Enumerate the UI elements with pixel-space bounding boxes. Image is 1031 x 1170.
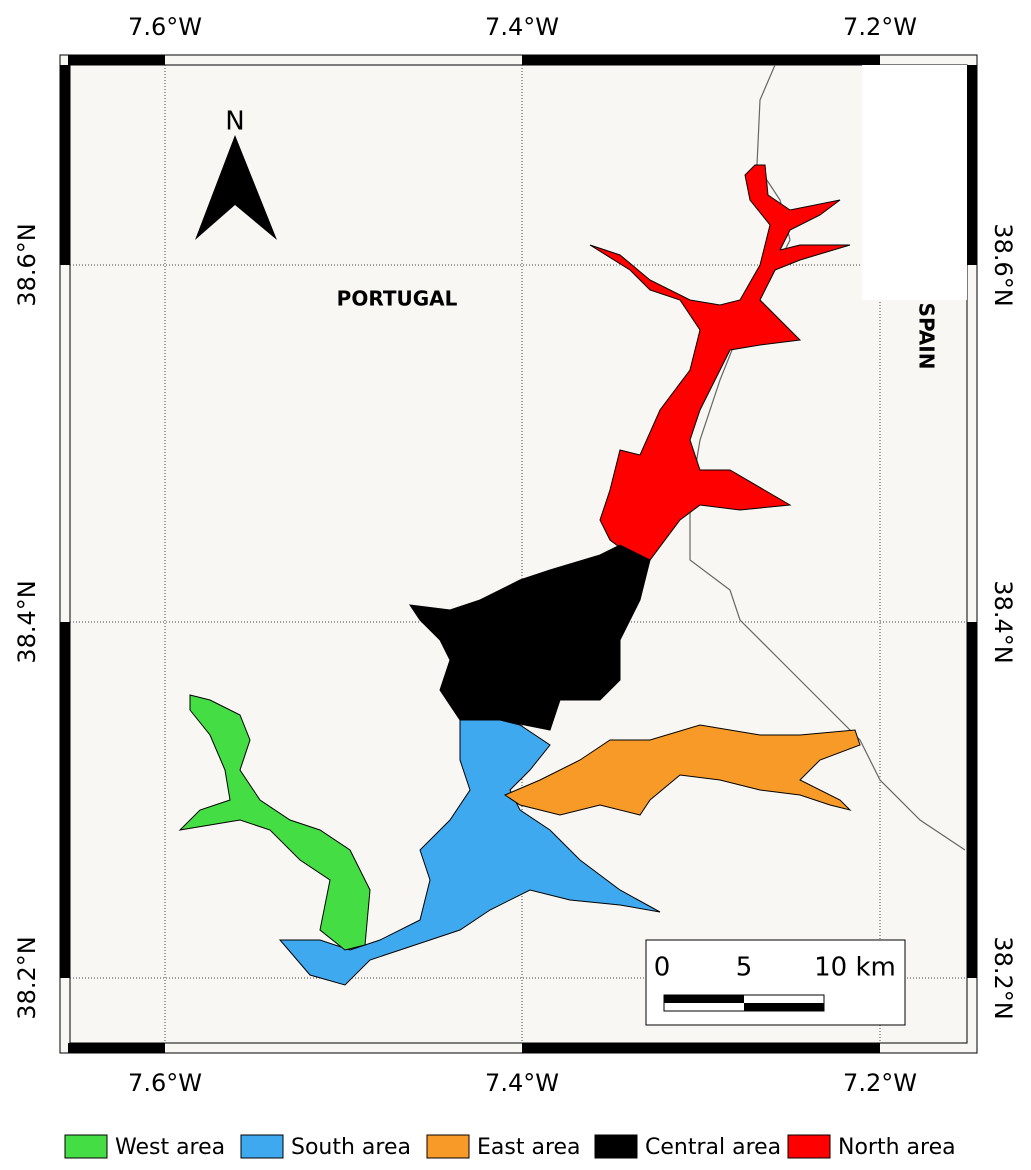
scale-label: 5 (736, 953, 753, 983)
scale-label: 10 km (814, 953, 896, 983)
scale-label: 0 (654, 953, 671, 983)
legend-swatch (426, 1134, 470, 1159)
lat-label: 38.2°N (989, 936, 1017, 1019)
lon-label: 7.6°W (128, 13, 202, 41)
north-arrow (195, 135, 277, 240)
north-label: N (225, 107, 244, 137)
lat-label: 38.4°N (989, 580, 1017, 663)
legend-label: North area (838, 1135, 956, 1160)
place-label: SPAIN (915, 303, 939, 370)
north-area (589, 164, 851, 561)
lat-label: 38.2°N (13, 936, 41, 1019)
place-label: PORTUGAL (337, 287, 458, 311)
legend-swatch (64, 1134, 108, 1159)
legend-label: South area (291, 1135, 411, 1160)
lon-label: 7.6°W (128, 1069, 202, 1097)
scale-bar: 0 5 10 km (645, 939, 906, 1026)
lat-label: 38.6°N (13, 223, 41, 306)
spain-land (862, 65, 967, 300)
lon-label: 7.2°W (843, 1069, 917, 1097)
east-area (503, 724, 861, 816)
lon-label: 7.4°W (485, 1069, 559, 1097)
inner-frame (69, 64, 968, 1044)
legend-label: East area (477, 1135, 581, 1160)
lon-label: 7.4°W (485, 13, 559, 41)
central-area (408, 544, 651, 731)
legend-swatch (594, 1134, 638, 1159)
lon-label: 7.2°W (843, 13, 917, 41)
legend-swatch (240, 1134, 284, 1159)
lat-label: 38.6°N (989, 223, 1017, 306)
legend-swatch (787, 1134, 831, 1159)
map-frame (59, 54, 978, 1054)
areas (178, 164, 861, 986)
west-area (178, 694, 371, 951)
legend-label: Central area (645, 1135, 781, 1160)
frame-bands (60, 55, 977, 1053)
lat-label: 38.4°N (13, 580, 41, 663)
legend-label: West area (115, 1135, 225, 1160)
